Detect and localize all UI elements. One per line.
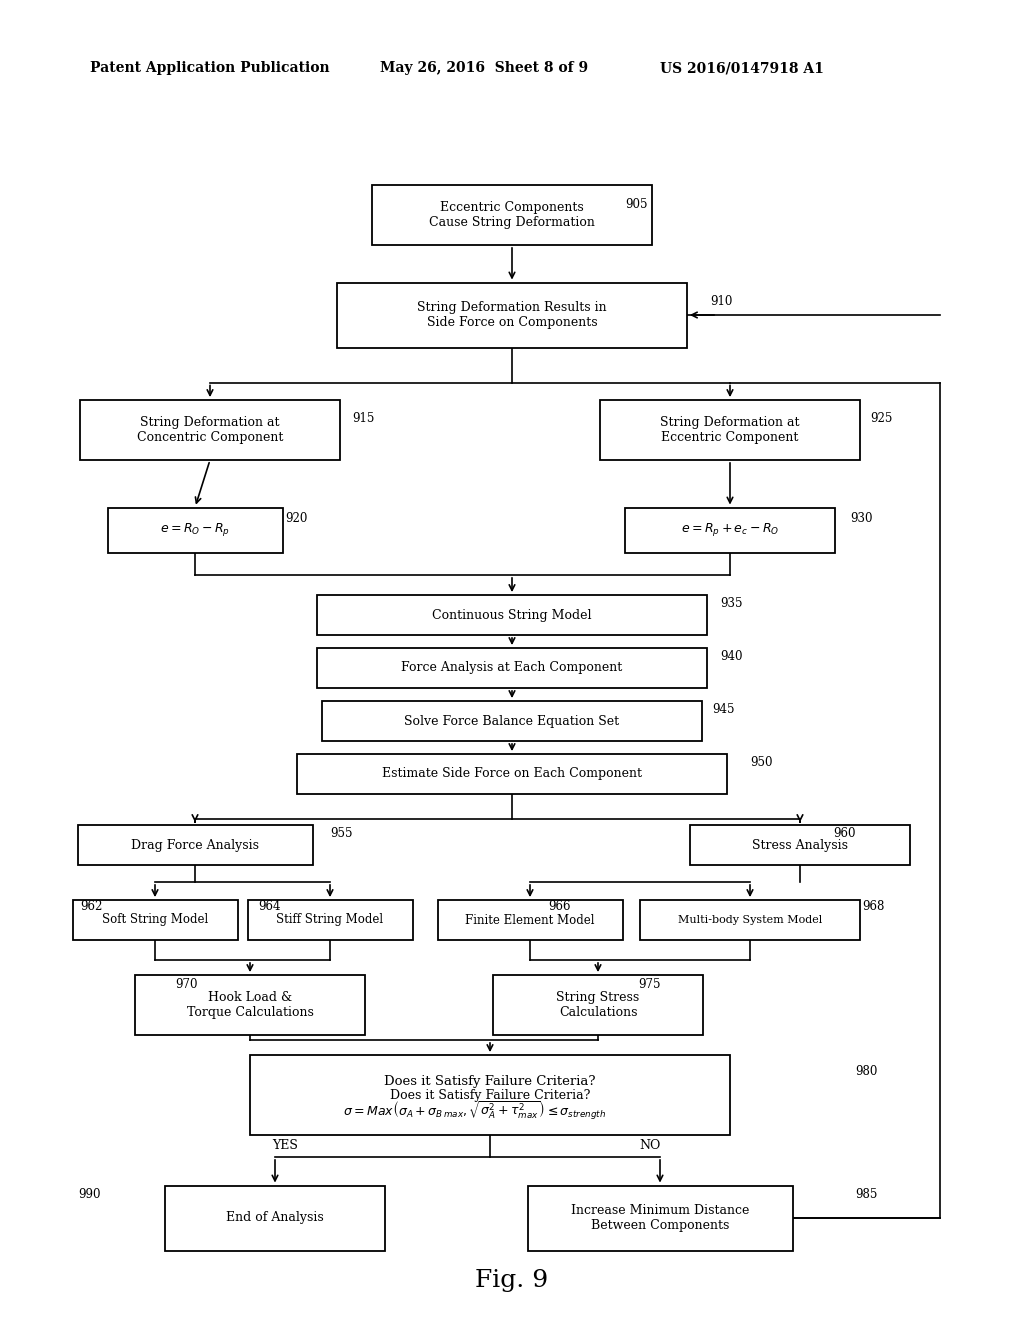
Text: String Deformation at
Concentric Component: String Deformation at Concentric Compone…	[137, 416, 284, 444]
Bar	[248, 900, 413, 940]
Text: 950: 950	[750, 756, 772, 770]
Bar	[640, 900, 860, 940]
Text: 955: 955	[330, 828, 352, 840]
Text: US 2016/0147918 A1: US 2016/0147918 A1	[660, 61, 824, 75]
Text: Finite Element Model: Finite Element Model	[465, 913, 595, 927]
Bar	[493, 975, 703, 1035]
Text: NO: NO	[639, 1139, 660, 1152]
Text: May 26, 2016  Sheet 8 of 9: May 26, 2016 Sheet 8 of 9	[380, 61, 588, 75]
Text: 990: 990	[78, 1188, 100, 1201]
Text: Force Analysis at Each Component: Force Analysis at Each Component	[401, 661, 623, 675]
Text: 915: 915	[352, 412, 375, 425]
Text: Multi-body System Model: Multi-body System Model	[678, 915, 822, 925]
Bar	[73, 900, 238, 940]
Text: Continuous String Model: Continuous String Model	[432, 609, 592, 622]
Text: Stress Analysis: Stress Analysis	[752, 838, 848, 851]
Bar	[317, 595, 707, 635]
Bar	[80, 400, 340, 459]
Bar	[372, 185, 652, 246]
Text: 966: 966	[548, 900, 570, 913]
Text: Drag Force Analysis: Drag Force Analysis	[131, 838, 259, 851]
Bar	[690, 825, 910, 865]
Text: End of Analysis: End of Analysis	[226, 1212, 324, 1225]
Text: String Stress
Calculations: String Stress Calculations	[556, 991, 640, 1019]
Bar	[322, 701, 702, 741]
Text: $e = R_O - R_p$: $e = R_O - R_p$	[160, 521, 230, 539]
Bar	[78, 825, 312, 865]
Text: 910: 910	[710, 294, 732, 308]
Text: Does it Satisfy Failure Criteria?: Does it Satisfy Failure Criteria?	[390, 1089, 590, 1101]
Text: Does it Satisfy Failure Criteria?: Does it Satisfy Failure Criteria?	[384, 1074, 596, 1088]
Text: 975: 975	[638, 978, 660, 991]
Bar	[625, 507, 835, 553]
Text: Eccentric Components
Cause String Deformation: Eccentric Components Cause String Deform…	[429, 201, 595, 228]
Text: 920: 920	[285, 512, 307, 525]
Text: Patent Application Publication: Patent Application Publication	[90, 61, 330, 75]
Text: 970: 970	[175, 978, 198, 991]
Text: YES: YES	[272, 1139, 298, 1152]
Text: 930: 930	[850, 512, 872, 525]
Bar	[600, 400, 860, 459]
Text: String Deformation at
Eccentric Component: String Deformation at Eccentric Componen…	[660, 416, 800, 444]
Text: Solve Force Balance Equation Set: Solve Force Balance Equation Set	[404, 714, 620, 727]
Text: Hook Load &
Torque Calculations: Hook Load & Torque Calculations	[186, 991, 313, 1019]
Text: Stiff String Model: Stiff String Model	[276, 913, 384, 927]
Text: $\sigma = Max\left(\sigma_A + \sigma_{B\,max}, \sqrt{\sigma_A^2 + \tau_{max}^2}\: $\sigma = Max\left(\sigma_A + \sigma_{B\…	[343, 1100, 606, 1122]
Bar	[437, 900, 623, 940]
Text: 985: 985	[855, 1188, 878, 1201]
Text: 968: 968	[862, 900, 885, 913]
Text: 940: 940	[720, 649, 742, 663]
Bar	[250, 1055, 730, 1135]
Text: 960: 960	[833, 828, 855, 840]
Bar	[337, 282, 687, 347]
Bar	[317, 648, 707, 688]
Text: 935: 935	[720, 597, 742, 610]
Text: 905: 905	[625, 198, 647, 211]
Bar	[108, 507, 283, 553]
Text: Soft String Model: Soft String Model	[101, 913, 208, 927]
Text: $e = R_p + e_c - R_O$: $e = R_p + e_c - R_O$	[681, 521, 779, 539]
Text: 980: 980	[855, 1065, 878, 1078]
Text: 962: 962	[80, 900, 102, 913]
Text: 945: 945	[712, 704, 734, 715]
Text: 925: 925	[870, 412, 892, 425]
Text: Estimate Side Force on Each Component: Estimate Side Force on Each Component	[382, 767, 642, 780]
Bar	[297, 754, 727, 795]
Text: Fig. 9: Fig. 9	[475, 1269, 549, 1291]
Text: String Deformation Results in
Side Force on Components: String Deformation Results in Side Force…	[417, 301, 607, 329]
Text: Increase Minimum Distance
Between Components: Increase Minimum Distance Between Compon…	[570, 1204, 750, 1232]
Bar	[165, 1185, 385, 1250]
Text: 964: 964	[258, 900, 281, 913]
Bar	[527, 1185, 793, 1250]
Bar	[135, 975, 365, 1035]
